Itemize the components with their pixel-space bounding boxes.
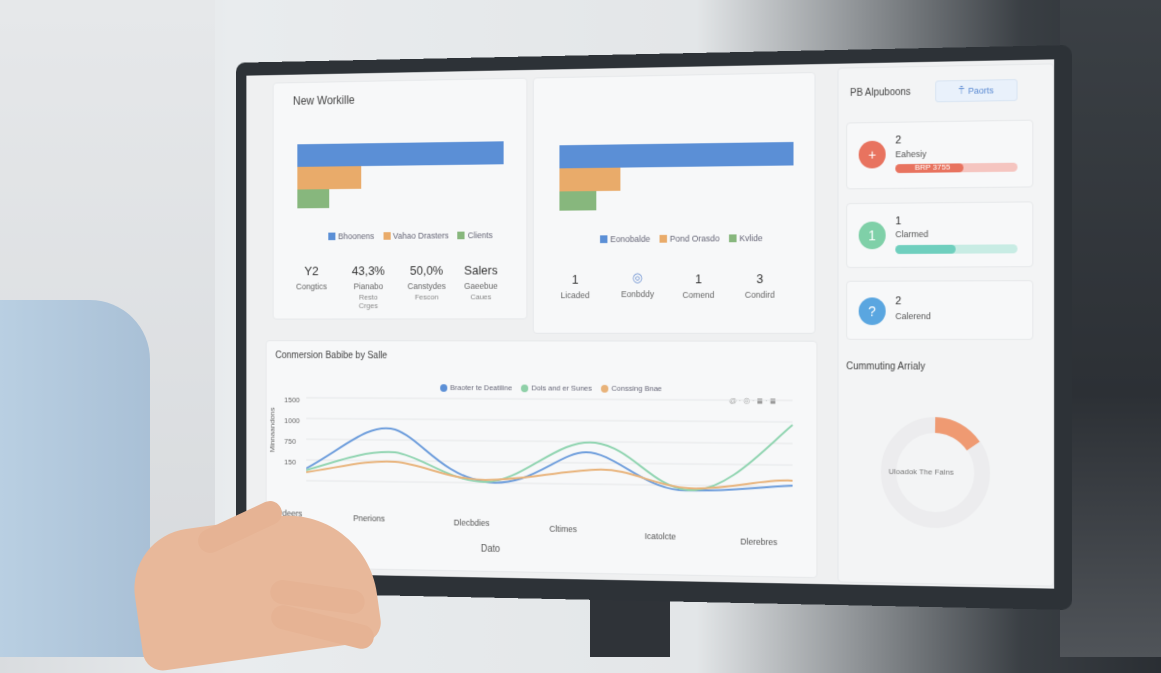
legend-item: Vahao Drasters: [383, 231, 449, 241]
sidebar-item[interactable]: ? 2 Calerend: [846, 280, 1033, 340]
donut-label: Uloadok The Falns: [889, 467, 954, 477]
workload-card: New Workille Bhoonens Vahao Drasters Cli…: [273, 78, 528, 320]
legend-item: Eonobalde: [600, 234, 650, 244]
plus-icon: +: [859, 141, 886, 169]
stat-2: 43,3% Pianabo Resto Crges: [346, 263, 391, 310]
chart-title: Conmersion Babibe by Salle: [275, 351, 387, 362]
progress-fill: [895, 245, 955, 254]
legend-item: Clients: [458, 230, 493, 240]
x-axis-label: Dato: [481, 544, 500, 555]
sidebar-title: PB Alpuboons: [850, 87, 911, 99]
y-axis-label: Minnaandons: [268, 407, 276, 452]
legend-item: Bhoonens: [328, 231, 374, 241]
card1-legend: Bhoonens Vahao Drasters Clients: [328, 230, 492, 241]
gridline: [306, 398, 792, 401]
y-tick: 1500: [284, 396, 300, 405]
person-sleeve: [0, 300, 150, 657]
overview-card: Eonobalde Pond Orasdo Kvlide 1 Licaded ◎…: [533, 72, 816, 334]
series-green-line: [306, 421, 792, 491]
bar-orange: [297, 166, 361, 189]
gridline: [306, 439, 792, 443]
card2-legend: Eonobalde Pond Orasdo Kvlide: [600, 233, 763, 244]
legend-item: Braoter te Deatiline: [440, 383, 512, 392]
sidebar-item[interactable]: + 2 Eahesiy BRP 3755: [846, 120, 1033, 190]
stat-3: 50,0% Canstydes Fescon: [402, 263, 451, 301]
bar-green: [559, 191, 596, 211]
status-icon: 1: [859, 222, 886, 250]
stat-1: Y2 Congtics: [289, 264, 333, 292]
reports-button[interactable]: ⍑ Paorts: [935, 79, 1017, 102]
chart-legend: Braoter te Deatiline Dols and er Sunes C…: [440, 383, 662, 393]
bar-blue: [559, 142, 793, 168]
x-tick: Dlecbdies: [454, 518, 490, 528]
help-icon: ?: [859, 297, 886, 325]
y-tick: 150: [284, 458, 296, 467]
stat-3: 1 Comend: [673, 272, 725, 300]
sidebar-item[interactable]: 1 1 Clarmed: [846, 201, 1033, 268]
sidebar-panel: PB Alpuboons ⍑ Paorts + 2 Eahesiy BRP 375…: [838, 63, 1055, 586]
x-tick: Icatolcte: [645, 531, 676, 541]
card-title: New Workille: [293, 93, 355, 107]
x-tick: Dlerebres: [740, 537, 777, 547]
dashboard-screen: New Workille Bhoonens Vahao Drasters Cli…: [246, 59, 1054, 588]
line-chart: [306, 393, 802, 503]
monitor: New Workille Bhoonens Vahao Drasters Cli…: [236, 45, 1072, 610]
bar-orange: [559, 168, 620, 192]
y-tick: 1000: [284, 416, 300, 425]
bar-green: [297, 189, 329, 208]
pin-icon: ⍑: [959, 85, 964, 96]
x-tick: Pnerions: [353, 513, 385, 523]
legend-item: Pond Orasdo: [660, 234, 720, 244]
stat-2: ◎ Eonbddy: [612, 270, 663, 299]
stat-4: 3 Condird: [734, 271, 786, 299]
gridline: [306, 418, 792, 422]
legend-item: Kvlide: [729, 233, 763, 243]
legend-item: Dols and er Sunes: [521, 384, 592, 393]
target-icon: ◎: [612, 270, 663, 286]
stat-1: 1 Licaded: [552, 272, 598, 300]
background-right: [1060, 0, 1161, 657]
section-title: Cummuting Arrialy: [846, 361, 925, 372]
legend-item: Conssing Bnae: [601, 384, 662, 393]
stat-4: Salers Gaeebue Caues: [456, 263, 505, 301]
bar-blue: [297, 141, 503, 167]
x-tick: Cltimes: [549, 524, 577, 534]
y-tick: 750: [284, 437, 296, 446]
